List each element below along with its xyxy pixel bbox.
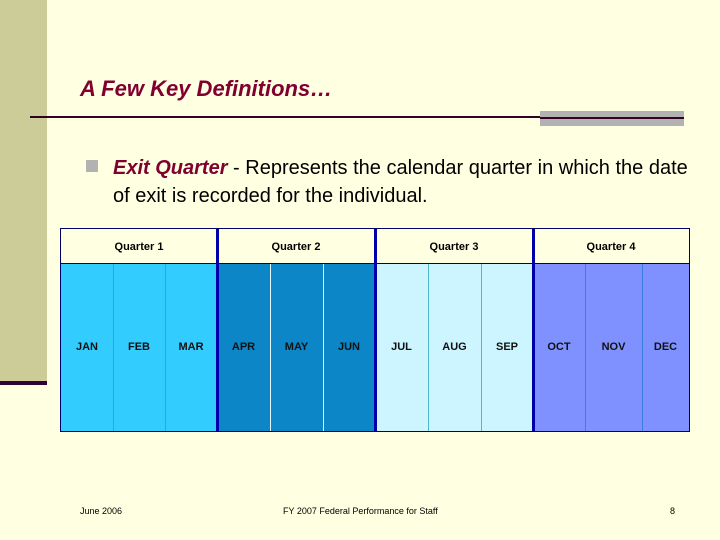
month-cell-aug: AUG — [428, 264, 481, 431]
month-cell-mar: MAR — [165, 264, 217, 431]
slide-sidebar — [0, 0, 47, 381]
month-cell-apr: APR — [217, 264, 270, 431]
footer-title: FY 2007 Federal Performance for Staff — [283, 506, 438, 516]
month-label: MAR — [178, 341, 204, 353]
month-label: OCT — [547, 341, 571, 353]
month-cell-feb: FEB — [113, 264, 165, 431]
month-divider — [642, 264, 643, 431]
month-divider — [428, 264, 429, 431]
month-cell-jun: JUN — [323, 264, 375, 431]
quarter-header-4: Quarter 4 — [586, 240, 636, 253]
slide-title: A Few Key Definitions… — [80, 76, 333, 101]
month-cell-oct: OCT — [533, 264, 585, 431]
month-label: SEP — [495, 341, 518, 353]
quarter-divider — [532, 229, 535, 431]
sidebar-bottom-rule — [0, 381, 47, 385]
quarter-header-2: Quarter 2 — [271, 240, 321, 253]
month-label: FEB — [128, 341, 150, 353]
quarter-header-3: Quarter 3 — [429, 240, 479, 253]
month-divider — [270, 264, 271, 431]
quarter-header-1: Quarter 1 — [114, 240, 164, 253]
month-cell-dec: DEC — [642, 264, 689, 431]
month-label: NOV — [601, 341, 626, 353]
month-label: JAN — [75, 341, 98, 353]
month-label: MAY — [284, 341, 309, 353]
page-number: 8 — [670, 506, 676, 516]
month-label: DEC — [653, 341, 678, 353]
month-divider — [323, 264, 324, 431]
month-cell-may: MAY — [270, 264, 323, 431]
definition-text: Exit Quarter - Represents the calendar q… — [113, 154, 703, 210]
month-label: APR — [231, 341, 256, 353]
month-divider — [165, 264, 166, 431]
definition-body: - Represents the calendar quarter in whi… — [113, 157, 688, 207]
month-label: JUN — [337, 341, 360, 353]
definition-term: Exit Quarter — [113, 157, 228, 179]
title-rule-overlay — [540, 117, 684, 119]
month-cell-nov: NOV — [585, 264, 642, 431]
title-rule — [30, 116, 684, 118]
quarter-divider — [216, 229, 219, 431]
square-bullet-icon — [86, 160, 98, 172]
footer-date: June 2006 — [80, 506, 123, 516]
month-label: AUG — [442, 341, 467, 353]
month-label: JUL — [391, 341, 412, 353]
month-cell-jan: JAN — [61, 264, 113, 431]
month-divider — [585, 264, 586, 431]
month-divider — [113, 264, 114, 431]
quarter-divider — [374, 229, 377, 431]
month-cell-sep: SEP — [481, 264, 533, 431]
month-cell-jul: JUL — [375, 264, 428, 431]
month-divider — [481, 264, 482, 431]
quarter-calendar-table: JAN FEB MAR APR MAY JUN JUL AUG SEP OCT … — [60, 228, 690, 432]
